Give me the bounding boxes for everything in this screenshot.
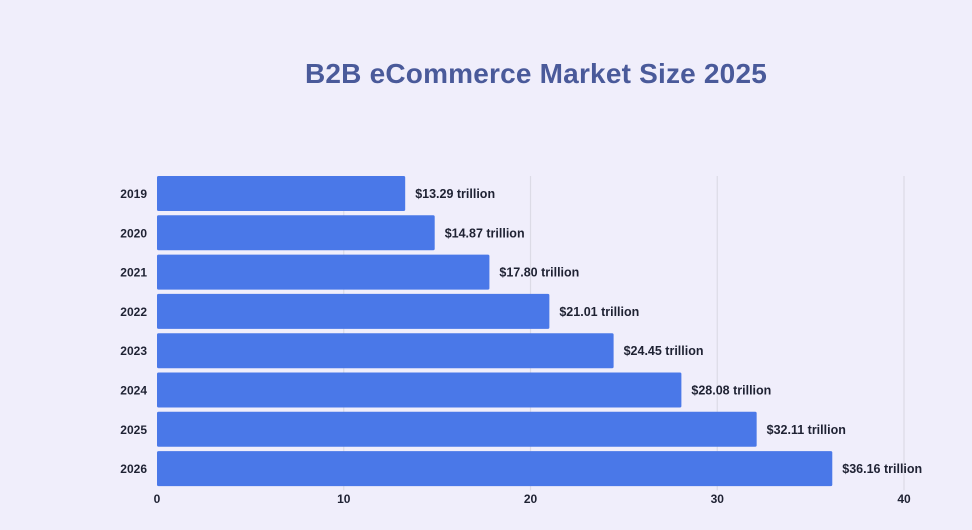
category-label-2020: 2020 xyxy=(120,226,147,240)
data-label-2026: $36.16 trillion xyxy=(842,462,922,476)
bar-2025 xyxy=(157,411,757,447)
bar-2024 xyxy=(157,372,682,408)
data-label-2022: $21.01 trillion xyxy=(559,305,639,319)
bar-2023 xyxy=(157,333,614,369)
category-label-2019: 2019 xyxy=(120,187,147,201)
category-label-2025: 2025 xyxy=(120,423,147,437)
chart-title: B2B eCommerce Market Size 2025 xyxy=(304,58,767,89)
category-label-2024: 2024 xyxy=(120,384,147,398)
data-label-2020: $14.87 trillion xyxy=(445,226,525,240)
category-label-2026: 2026 xyxy=(120,462,147,476)
bar-2021 xyxy=(157,254,490,290)
category-label-2021: 2021 xyxy=(120,266,147,280)
category-label-2023: 2023 xyxy=(120,344,147,358)
x-tick-label-20: 20 xyxy=(524,492,538,506)
bar-2020 xyxy=(157,215,435,251)
x-tick-label-10: 10 xyxy=(337,492,351,506)
data-label-2019: $13.29 trillion xyxy=(415,187,495,201)
data-label-2021: $17.80 trillion xyxy=(499,266,579,280)
bar-2026 xyxy=(157,451,833,487)
bar-2019 xyxy=(157,176,406,211)
x-tick-label-40: 40 xyxy=(897,492,911,506)
bar-2022 xyxy=(157,293,550,329)
x-tick-label-0: 0 xyxy=(154,492,161,506)
category-label-2022: 2022 xyxy=(120,305,147,319)
data-label-2023: $24.45 trillion xyxy=(624,344,704,358)
data-label-2025: $32.11 trillion xyxy=(767,423,846,437)
data-label-2024: $28.08 trillion xyxy=(691,384,771,398)
x-tick-label-30: 30 xyxy=(711,492,725,506)
